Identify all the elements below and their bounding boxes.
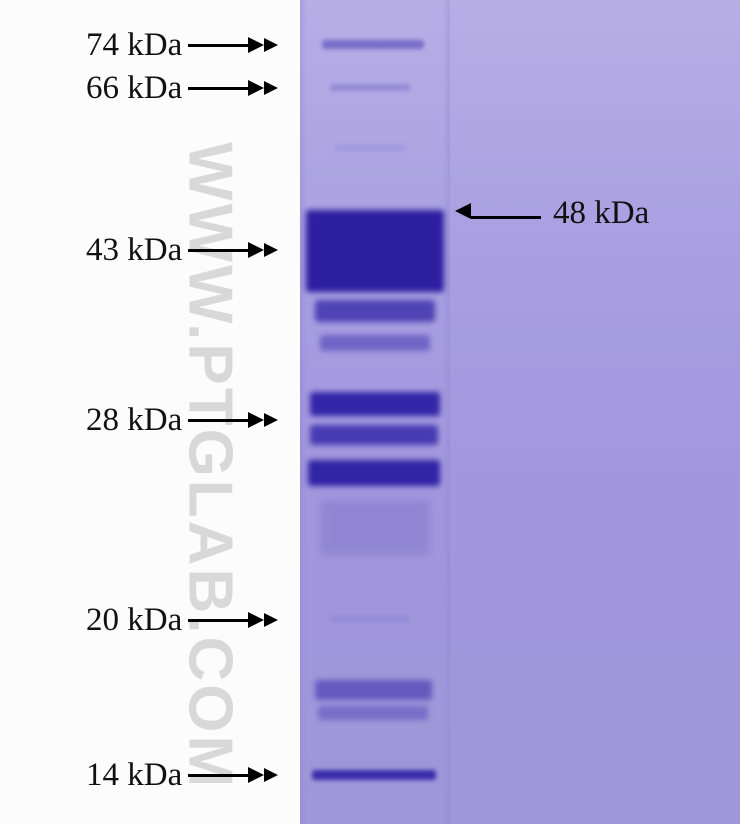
marker-label: 28 kDa (86, 402, 182, 439)
band-b74 (322, 40, 424, 49)
marker-label: 14 kDa (86, 757, 182, 794)
marker-label: 74 kDa (86, 27, 182, 64)
marker-row-5: 14 kDa (86, 755, 278, 795)
band-b28c (308, 460, 440, 486)
arrow-left-icon (455, 203, 541, 224)
gel-figure: WWW.PTGLAB.COM 74 kDa66 kDa43 kDa28 kDa2… (0, 0, 740, 824)
arrow-right-icon (188, 767, 278, 783)
marker-label: 43 kDa (86, 232, 182, 269)
band-b20 (330, 615, 410, 623)
band-b66a (330, 84, 410, 91)
annotation-48kda: 48 kDa (455, 195, 649, 232)
marker-row-2: 43 kDa (86, 230, 278, 270)
band-b_hi (335, 145, 405, 151)
arrow-right-icon (188, 242, 278, 258)
annotation-label: 48 kDa (553, 195, 649, 232)
marker-row-1: 66 kDa (86, 68, 278, 108)
band-b14 (312, 770, 436, 780)
arrow-right-icon (188, 80, 278, 96)
band-b28b (310, 425, 438, 445)
band-main (306, 210, 444, 292)
marker-row-4: 20 kDa (86, 600, 278, 640)
arrow-right-icon (188, 37, 278, 53)
band-m2 (315, 300, 435, 322)
band-m3 (320, 335, 430, 351)
marker-label: 20 kDa (86, 602, 182, 639)
arrow-right-icon (188, 412, 278, 428)
band-smear (320, 500, 430, 555)
band-b17a (315, 680, 432, 700)
band-b28a (310, 392, 440, 416)
marker-row-0: 74 kDa (86, 25, 278, 65)
marker-label: 66 kDa (86, 70, 182, 107)
marker-row-3: 28 kDa (86, 400, 278, 440)
figure-background-right (450, 0, 740, 824)
band-b17b (318, 706, 428, 720)
arrow-right-icon (188, 612, 278, 628)
